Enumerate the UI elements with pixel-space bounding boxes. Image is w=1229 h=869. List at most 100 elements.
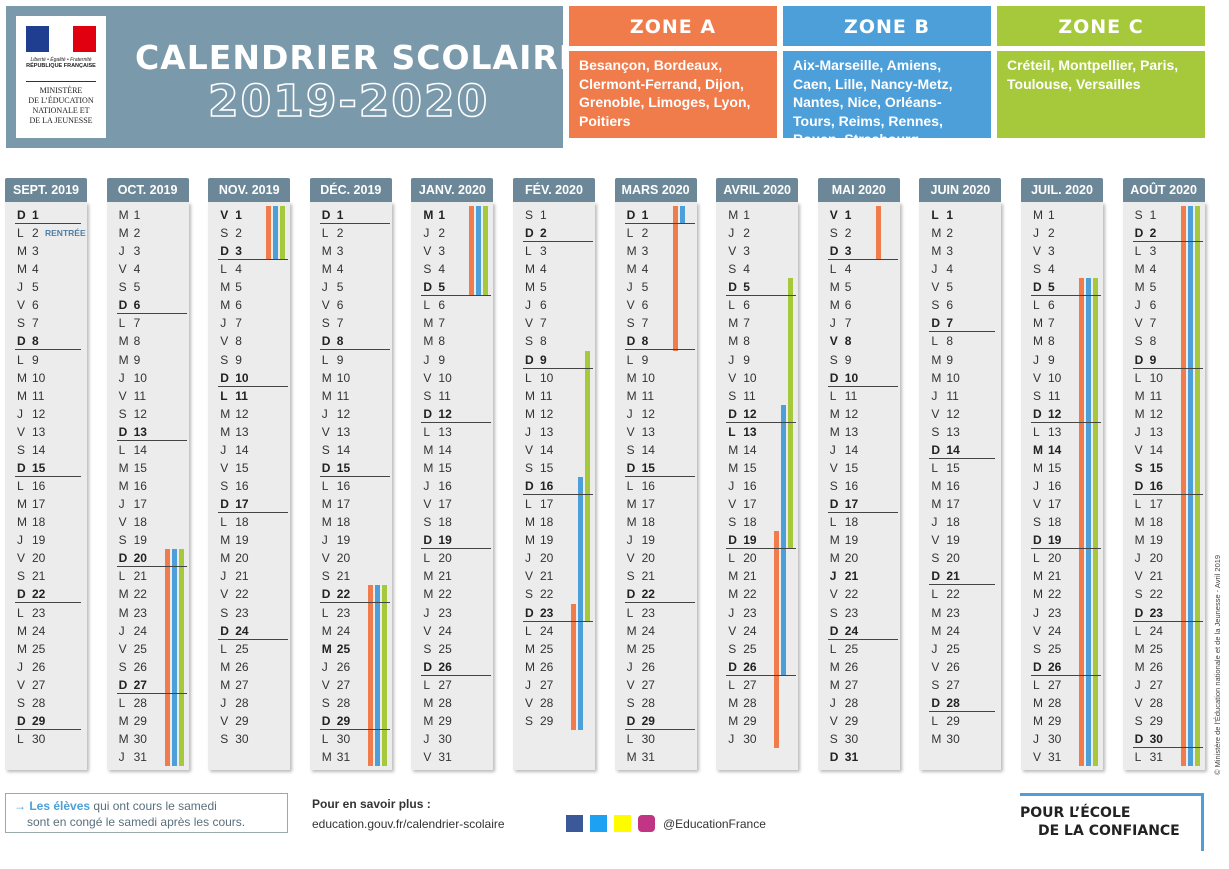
day-number: 24 <box>844 623 859 638</box>
day-letter: J <box>525 424 531 439</box>
day-letter: L <box>829 641 837 656</box>
day-number: 7 <box>743 316 750 331</box>
day-number: 16 <box>336 479 351 494</box>
week-rule <box>523 367 593 369</box>
day-number: 22 <box>133 587 147 602</box>
day-letter: S <box>1134 208 1143 222</box>
day-number: 5 <box>32 280 39 295</box>
day-number: 28 <box>133 695 147 710</box>
day-number: 19 <box>438 533 452 548</box>
day-number: 7 <box>1149 316 1157 331</box>
day-letter: V <box>1033 623 1042 638</box>
week-rule <box>218 385 289 387</box>
day-number: 3 <box>32 244 39 259</box>
day-number: 26 <box>743 659 757 674</box>
day-letter: S <box>220 605 229 620</box>
day-letter: S <box>118 533 127 548</box>
day-number: 8 <box>1149 334 1157 349</box>
month-name: MAI 2020 <box>817 178 900 202</box>
vacation-bar <box>1194 206 1200 767</box>
day-letter: J <box>626 280 633 295</box>
day-number: 30 <box>1048 732 1062 747</box>
week-rule <box>15 223 81 224</box>
day-number: 9 <box>540 352 547 367</box>
snapchat-icon[interactable] <box>614 815 631 832</box>
day-number: 19 <box>235 533 249 548</box>
day-letter: M <box>118 208 129 222</box>
vacation-bar <box>266 206 272 261</box>
day-number: 9 <box>743 352 750 367</box>
month-name: DÉC. 2019 <box>309 178 392 202</box>
day-letter: M <box>728 695 739 710</box>
day-letter: M <box>321 623 332 638</box>
day-number: 24 <box>1149 623 1163 638</box>
facebook-icon[interactable] <box>566 815 583 832</box>
day-letter: S <box>829 605 838 620</box>
day-letter: M <box>118 334 129 349</box>
day-letter: S <box>220 479 229 494</box>
day-letter: J <box>17 406 23 421</box>
day-number: 21 <box>1048 569 1062 584</box>
day-number: 20 <box>743 551 757 566</box>
day-number: 17 <box>844 497 859 512</box>
week-rule <box>15 602 81 604</box>
day-number: 10 <box>235 370 249 385</box>
day-letter: S <box>118 659 127 674</box>
day-letter: M <box>728 569 739 584</box>
day-letter: S <box>829 479 838 494</box>
day-number: 24 <box>438 623 452 638</box>
instagram-icon[interactable] <box>638 815 655 832</box>
day-number: 29 <box>438 713 452 728</box>
day-letter: S <box>931 424 940 439</box>
day-number: 26 <box>946 659 960 674</box>
day-letter: M <box>220 677 231 692</box>
day-letter: V <box>220 334 229 349</box>
day-number: 27 <box>438 677 452 692</box>
day-letter: V <box>1033 750 1042 765</box>
day-number: 4 <box>743 262 750 277</box>
day-number: 23 <box>438 605 452 620</box>
day-number: 26 <box>641 659 655 674</box>
twitter-icon[interactable] <box>590 815 607 832</box>
day-number: 13 <box>946 424 960 439</box>
day-letter: V <box>525 569 534 584</box>
day-letter: D <box>1134 352 1144 367</box>
day-number: 30 <box>133 732 147 747</box>
day-number: 11 <box>641 388 655 403</box>
day-letter: J <box>931 388 938 403</box>
day-letter: J <box>423 352 430 367</box>
day-number: 23 <box>641 605 655 620</box>
day-number: 13 <box>438 424 452 439</box>
day-letter: J <box>626 406 633 421</box>
day-number: 11 <box>32 388 45 403</box>
vacation-bar <box>164 549 170 767</box>
day-number: 11 <box>946 388 959 403</box>
day-letter: M <box>626 262 637 277</box>
day-letter: D <box>626 208 636 222</box>
day-letter: D <box>220 370 229 385</box>
day-number: 17 <box>743 497 757 512</box>
day-number: 19 <box>133 533 147 548</box>
vacation-bar <box>178 549 184 767</box>
day-number: 26 <box>336 659 351 674</box>
day-number: 28 <box>641 695 655 710</box>
vacation-bar <box>672 206 678 351</box>
day-number: 20 <box>946 551 960 566</box>
day-letter: M <box>1134 659 1145 674</box>
more-url[interactable]: education.gouv.fr/calendrier-scolaire <box>312 817 505 831</box>
day-letter: M <box>423 442 434 457</box>
day-letter: J <box>118 370 125 385</box>
day-letter: D <box>423 659 433 674</box>
day-number: 15 <box>32 460 46 475</box>
day-letter: D <box>118 298 128 313</box>
day-number: 27 <box>235 677 249 692</box>
day-letter: S <box>1033 515 1042 530</box>
day-number: 1 <box>540 208 547 222</box>
week-rule <box>1132 747 1203 749</box>
day-letter: M <box>17 641 27 656</box>
day-letter: V <box>423 370 432 385</box>
day-letter: D <box>829 244 839 259</box>
day-number: 30 <box>641 732 655 747</box>
day-number: 23 <box>540 605 554 620</box>
day-number: 3 <box>641 244 649 259</box>
